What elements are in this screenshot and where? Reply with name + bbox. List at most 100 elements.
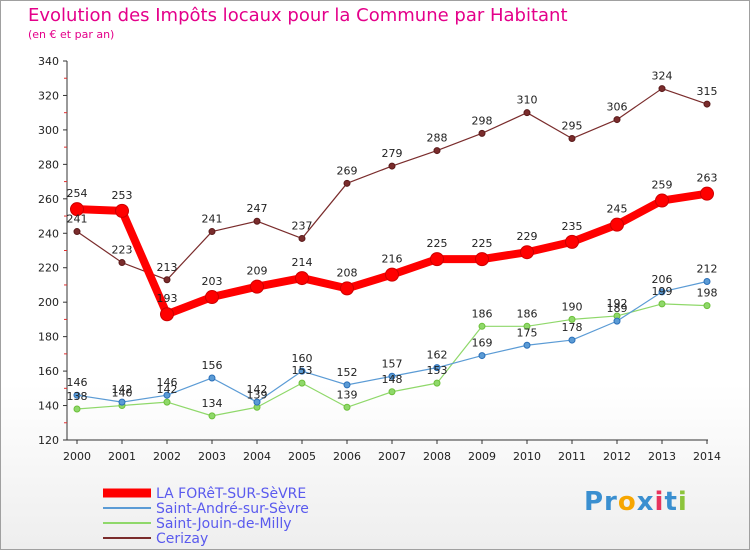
- data-point: [478, 129, 486, 137]
- data-label: 288: [427, 132, 448, 145]
- data-label: 148: [382, 373, 403, 386]
- data-point: [250, 279, 264, 294]
- x-tick-label: 2006: [333, 450, 361, 463]
- data-point: [478, 322, 486, 330]
- data-label: 134: [202, 397, 223, 410]
- data-label: 175: [517, 326, 538, 339]
- data-label: 298: [472, 114, 493, 127]
- data-label: 153: [427, 364, 448, 377]
- data-label: 235: [562, 220, 583, 233]
- data-label: 253: [112, 189, 133, 202]
- logo-letter: x: [636, 487, 655, 517]
- data-label: 157: [382, 357, 403, 370]
- data-label: 206: [652, 273, 673, 286]
- data-point: [163, 276, 171, 284]
- data-label: 178: [562, 321, 583, 334]
- data-label: 214: [292, 256, 313, 269]
- x-tick-label: 2004: [243, 450, 271, 463]
- data-point: [118, 398, 126, 406]
- data-point: [478, 352, 486, 360]
- data-label: 199: [652, 285, 673, 298]
- data-point: [298, 379, 306, 387]
- data-label: 269: [337, 164, 358, 177]
- y-tick-label: 260: [38, 193, 59, 206]
- data-label: 241: [202, 213, 223, 226]
- data-label: 189: [607, 302, 628, 315]
- data-point: [523, 109, 531, 117]
- data-point: [613, 116, 621, 124]
- data-label: 212: [697, 263, 718, 276]
- data-label: 142: [157, 383, 178, 396]
- chart-title: Evolution des Impôts locaux pour la Comm…: [28, 5, 568, 26]
- data-point: [703, 302, 711, 310]
- data-point: [163, 398, 171, 406]
- data-label: 237: [292, 219, 313, 232]
- data-label: 139: [247, 388, 268, 401]
- data-point: [520, 245, 534, 260]
- y-tick-label: 120: [38, 434, 59, 447]
- data-point: [655, 193, 669, 208]
- data-label: 310: [517, 94, 538, 107]
- data-label: 245: [607, 203, 628, 216]
- data-label: 198: [697, 287, 718, 300]
- data-point: [565, 234, 579, 249]
- data-label: 142: [112, 383, 133, 396]
- data-label: 229: [517, 230, 538, 243]
- data-point: [208, 228, 216, 236]
- x-tick-label: 2003: [198, 450, 226, 463]
- data-label: 209: [247, 265, 268, 278]
- legend-label-0: LA FORêT-SUR-SèVRE: [156, 486, 306, 502]
- data-label: 162: [427, 349, 448, 362]
- logo-letter: i: [654, 487, 665, 517]
- data-point: [388, 388, 396, 396]
- data-point: [475, 252, 489, 267]
- data-point: [388, 372, 396, 380]
- data-point: [523, 322, 531, 330]
- y-tick-label: 160: [38, 365, 59, 378]
- x-tick-label: 2014: [693, 450, 721, 463]
- data-label: 223: [112, 244, 133, 257]
- x-tick-label: 2002: [153, 450, 181, 463]
- data-label: 247: [247, 202, 268, 215]
- data-point: [298, 367, 306, 375]
- data-label: 192: [607, 297, 628, 310]
- data-point: [568, 315, 576, 323]
- series-line-3: [76, 87, 708, 281]
- data-point: [568, 135, 576, 143]
- data-point: [700, 186, 714, 201]
- data-point: [253, 398, 261, 406]
- data-label: 241: [67, 213, 88, 226]
- y-tick-label: 340: [38, 55, 59, 68]
- data-point: [208, 412, 216, 420]
- logo-letter: Pr: [584, 487, 618, 517]
- data-label: 254: [67, 187, 88, 200]
- x-tick-label: 2012: [603, 450, 631, 463]
- data-point: [70, 202, 84, 217]
- data-label: 193: [157, 292, 178, 305]
- y-tick-label: 240: [38, 227, 59, 240]
- data-point: [613, 317, 621, 325]
- data-point: [163, 391, 171, 399]
- x-tick-label: 2008: [423, 450, 451, 463]
- data-point: [658, 288, 666, 296]
- data-label: 142: [247, 383, 268, 396]
- data-label: 186: [472, 307, 493, 320]
- data-point: [160, 307, 174, 322]
- data-label: 139: [337, 388, 358, 401]
- y-tick-label: 320: [38, 89, 59, 102]
- data-point: [73, 405, 81, 413]
- data-point: [298, 234, 306, 242]
- data-point: [73, 391, 81, 399]
- x-tick-label: 2001: [108, 450, 136, 463]
- data-label: 203: [202, 275, 223, 288]
- data-point: [658, 85, 666, 93]
- data-point: [610, 217, 624, 232]
- legend-label-1: Saint-André-sur-Sèvre: [156, 501, 309, 517]
- data-label: 186: [517, 307, 538, 320]
- logo-letter: o: [617, 487, 637, 517]
- data-point: [343, 403, 351, 411]
- data-point: [343, 179, 351, 187]
- data-point: [388, 162, 396, 170]
